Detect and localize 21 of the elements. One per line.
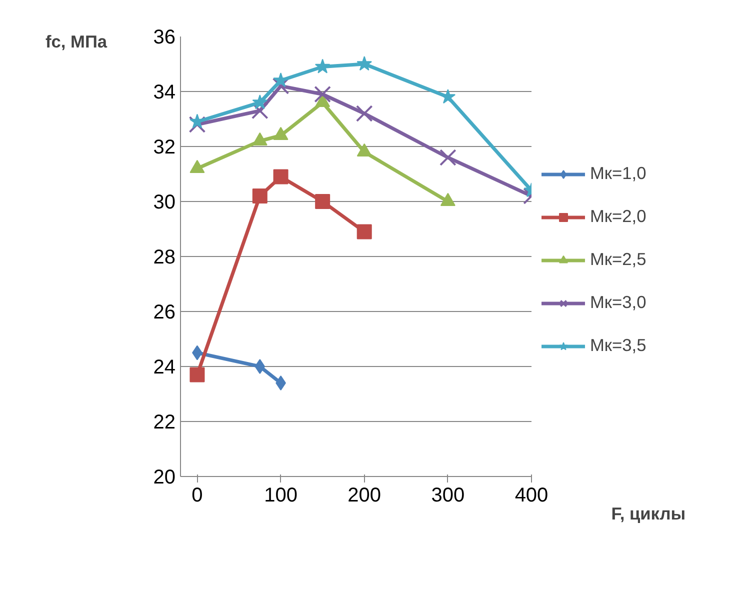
y-tick-label: 24 <box>153 356 176 378</box>
x-tick-label: 0 <box>192 484 203 506</box>
x-tick-label: 200 <box>348 484 382 506</box>
y-tick-label: 36 <box>153 26 176 48</box>
legend-label: Мк=2,0 <box>590 206 646 227</box>
x-tick-label: 400 <box>514 484 548 506</box>
legend-label: Мк=2,5 <box>590 249 646 270</box>
y-tick-label: 30 <box>153 192 176 214</box>
legend-label: Мк=3,5 <box>590 335 646 356</box>
x-tick-label: 300 <box>431 484 465 506</box>
x-tick-label: 100 <box>264 484 298 506</box>
x-axis-title: F, циклы <box>611 504 686 524</box>
legend-label: Мк=3,0 <box>590 292 646 313</box>
y-tick-label: 22 <box>153 412 176 434</box>
y-tick-label: 32 <box>153 136 176 158</box>
y-tick-label: 20 <box>153 466 176 488</box>
y-tick-label: 28 <box>153 246 176 268</box>
legend-label: Мк=1,0 <box>590 163 646 184</box>
y-tick-label: 34 <box>153 82 176 104</box>
y-axis-title: fc, МПа <box>46 32 108 52</box>
y-tick-label: 26 <box>153 302 176 324</box>
